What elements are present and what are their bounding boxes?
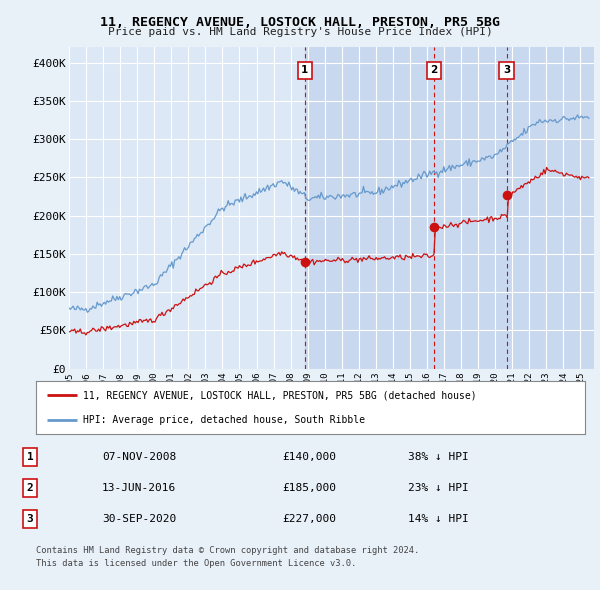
Text: 11, REGENCY AVENUE, LOSTOCK HALL, PRESTON, PR5 5BG: 11, REGENCY AVENUE, LOSTOCK HALL, PRESTO… [100, 16, 500, 29]
Text: This data is licensed under the Open Government Licence v3.0.: This data is licensed under the Open Gov… [36, 559, 356, 568]
Text: 1: 1 [301, 65, 308, 75]
Text: 07-NOV-2008: 07-NOV-2008 [102, 452, 176, 462]
Text: 14% ↓ HPI: 14% ↓ HPI [408, 514, 469, 525]
Text: £185,000: £185,000 [282, 483, 336, 493]
Text: 2: 2 [430, 65, 437, 75]
Text: Contains HM Land Registry data © Crown copyright and database right 2024.: Contains HM Land Registry data © Crown c… [36, 546, 419, 555]
Text: 1: 1 [26, 452, 34, 462]
Text: 3: 3 [503, 65, 510, 75]
Text: 13-JUN-2016: 13-JUN-2016 [102, 483, 176, 493]
Text: 2: 2 [26, 483, 34, 493]
Text: 30-SEP-2020: 30-SEP-2020 [102, 514, 176, 525]
Text: HPI: Average price, detached house, South Ribble: HPI: Average price, detached house, Sout… [83, 415, 365, 425]
Text: 3: 3 [26, 514, 34, 525]
Text: £140,000: £140,000 [282, 452, 336, 462]
Text: 23% ↓ HPI: 23% ↓ HPI [408, 483, 469, 493]
Text: 38% ↓ HPI: 38% ↓ HPI [408, 452, 469, 462]
Text: Price paid vs. HM Land Registry's House Price Index (HPI): Price paid vs. HM Land Registry's House … [107, 27, 493, 37]
Text: 11, REGENCY AVENUE, LOSTOCK HALL, PRESTON, PR5 5BG (detached house): 11, REGENCY AVENUE, LOSTOCK HALL, PRESTO… [83, 391, 476, 401]
Text: £227,000: £227,000 [282, 514, 336, 525]
Bar [305, 47, 594, 369]
